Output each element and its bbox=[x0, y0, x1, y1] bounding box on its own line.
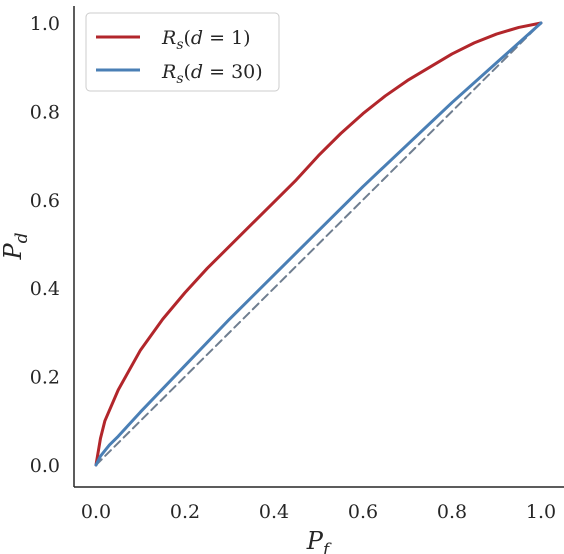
x-tick-label: 0.4 bbox=[259, 501, 289, 523]
y-tick-label: 0.4 bbox=[30, 278, 60, 300]
diagonal-reference-line bbox=[95, 22, 542, 466]
y-tick-label: 0.6 bbox=[30, 190, 60, 212]
series-line-1 bbox=[94, 21, 543, 467]
x-tick-labels: 0.0 0.2 0.4 0.6 0.8 1.0 bbox=[81, 501, 556, 523]
y-tick-label: 0.0 bbox=[30, 455, 60, 477]
y-tick-label: 0.2 bbox=[30, 367, 60, 389]
y-tick-label: 0.8 bbox=[30, 101, 60, 123]
y-tick-label: 1.0 bbox=[30, 13, 60, 35]
x-tick-label: 0.8 bbox=[437, 501, 467, 523]
x-axis-label: Pf bbox=[306, 527, 332, 554]
x-axis-label-subscript: f bbox=[321, 540, 332, 554]
legend-label-d1: Rs(d = 1) bbox=[161, 27, 251, 53]
x-tick-label: 0.0 bbox=[81, 501, 111, 523]
x-tick-label: 0.2 bbox=[170, 501, 200, 523]
y-tick-labels: 0.0 0.2 0.4 0.6 0.8 1.0 bbox=[30, 13, 60, 477]
x-tick-label: 0.6 bbox=[348, 501, 378, 523]
y-axis-label: Pd bbox=[0, 232, 32, 260]
series-line-0 bbox=[94, 21, 543, 467]
legend: Rs(d = 1) Rs(d = 30) bbox=[85, 12, 280, 92]
x-tick-label: 1.0 bbox=[526, 501, 556, 523]
y-axis-label-subscript: d bbox=[12, 232, 32, 243]
series-lines bbox=[94, 21, 543, 467]
